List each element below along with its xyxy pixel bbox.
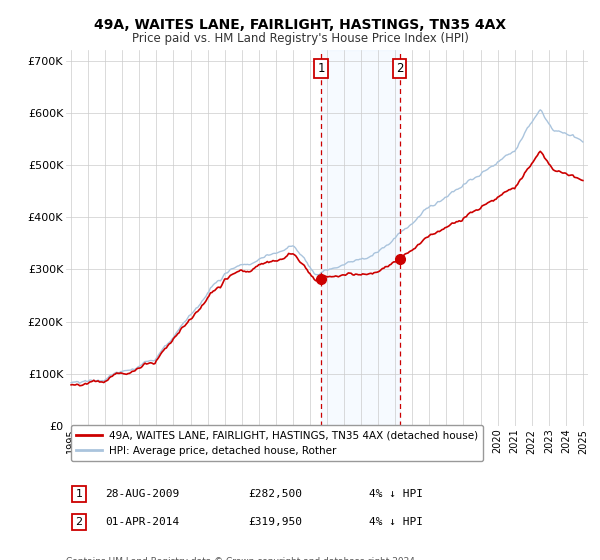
Text: 49A, WAITES LANE, FAIRLIGHT, HASTINGS, TN35 4AX: 49A, WAITES LANE, FAIRLIGHT, HASTINGS, T… xyxy=(94,18,506,32)
Text: £319,950: £319,950 xyxy=(249,517,303,527)
Text: 4% ↓ HPI: 4% ↓ HPI xyxy=(369,517,423,527)
Text: 4% ↓ HPI: 4% ↓ HPI xyxy=(369,489,423,499)
Text: 2: 2 xyxy=(76,517,83,527)
Text: 01-APR-2014: 01-APR-2014 xyxy=(105,517,179,527)
Text: Price paid vs. HM Land Registry's House Price Index (HPI): Price paid vs. HM Land Registry's House … xyxy=(131,31,469,45)
Text: 2: 2 xyxy=(396,62,403,75)
Text: £282,500: £282,500 xyxy=(249,489,303,499)
Text: 1: 1 xyxy=(76,489,83,499)
Text: 28-AUG-2009: 28-AUG-2009 xyxy=(105,489,179,499)
Text: Contains HM Land Registry data © Crown copyright and database right 2024.: Contains HM Land Registry data © Crown c… xyxy=(66,557,418,560)
Text: 1: 1 xyxy=(317,62,325,75)
Bar xyxy=(321,50,400,426)
Legend: 49A, WAITES LANE, FAIRLIGHT, HASTINGS, TN35 4AX (detached house), HPI: Average p: 49A, WAITES LANE, FAIRLIGHT, HASTINGS, T… xyxy=(71,425,483,461)
